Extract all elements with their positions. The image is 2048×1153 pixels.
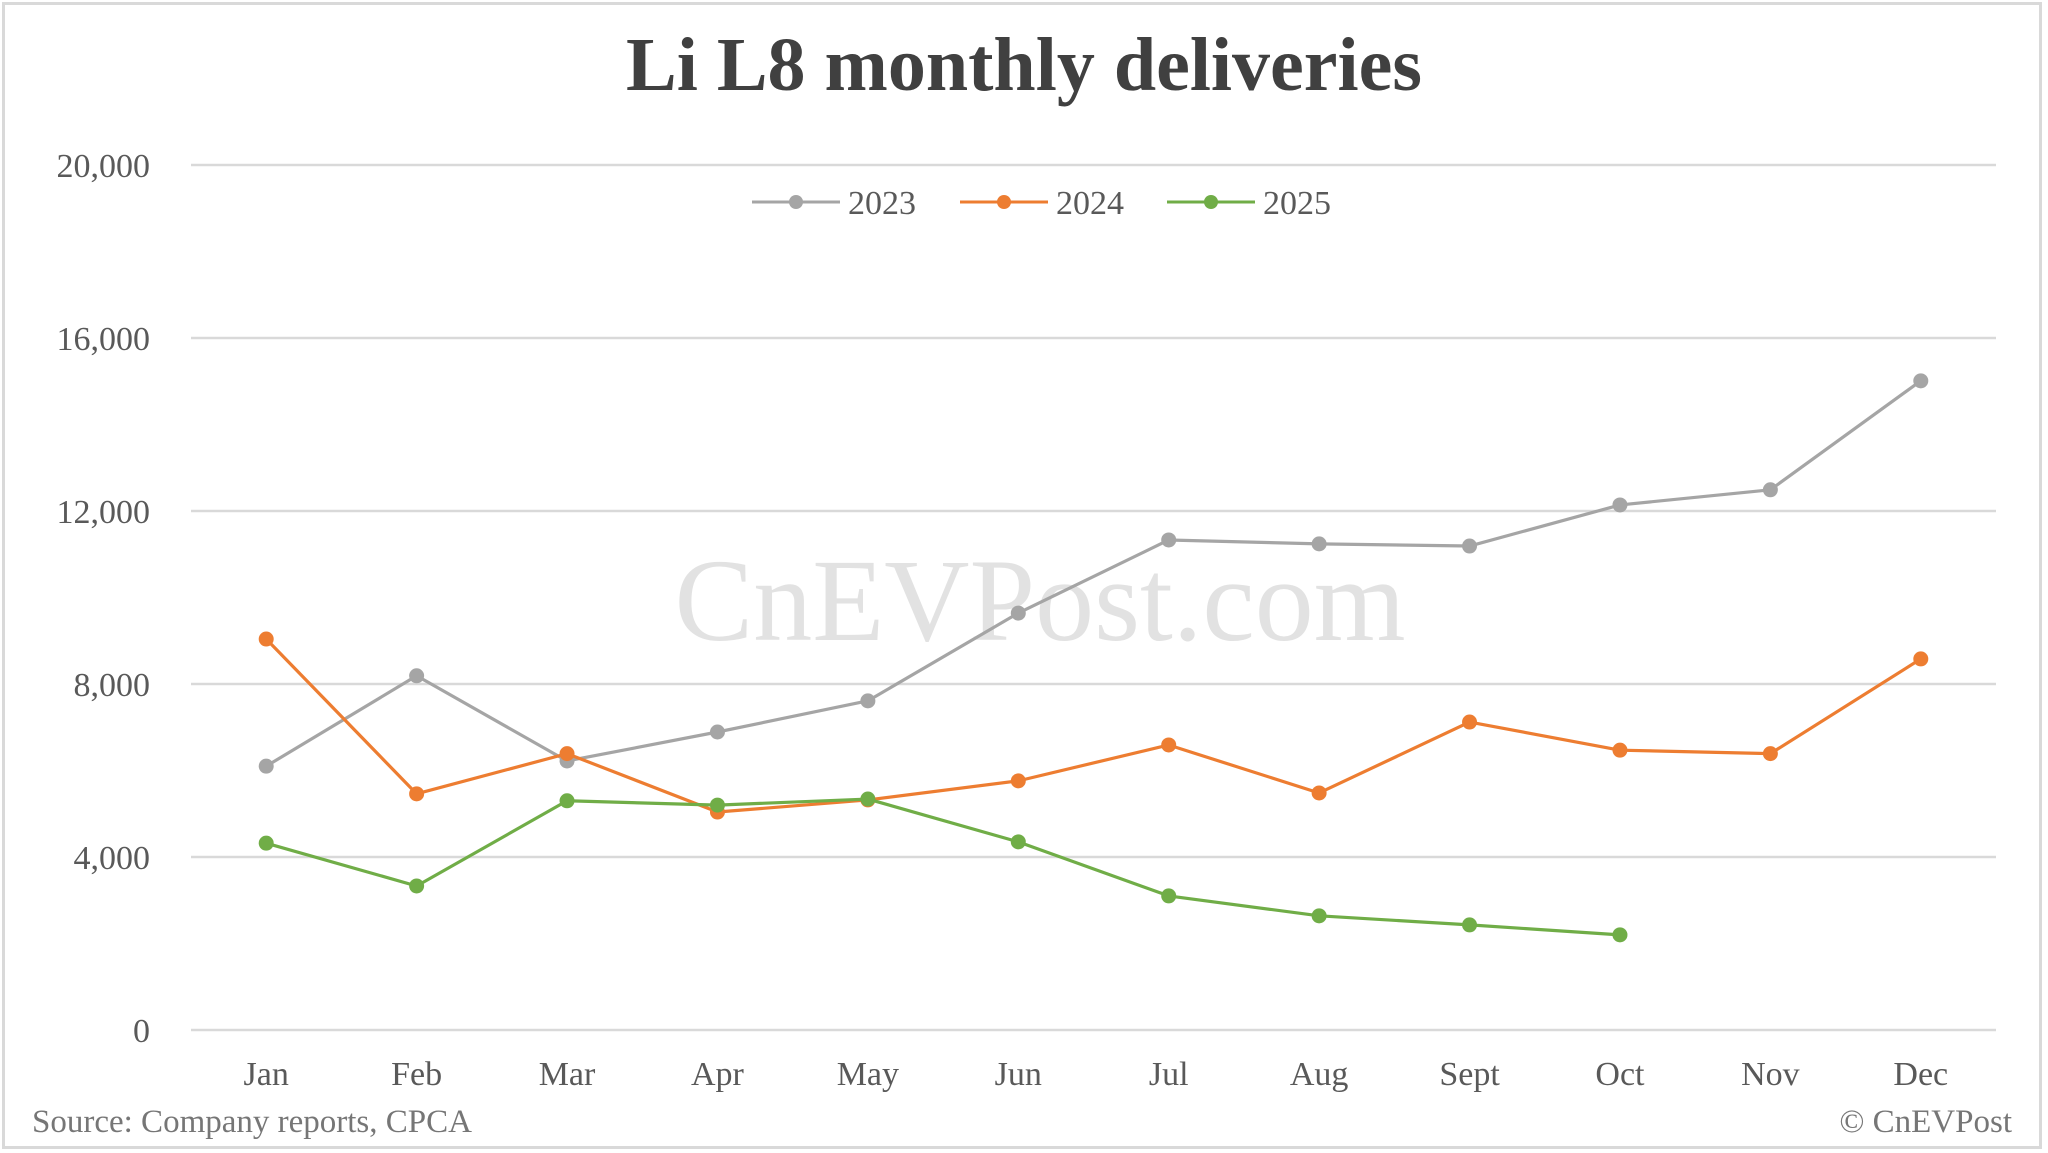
data-point [709, 797, 725, 813]
y-tick-label: 20,000 [57, 148, 151, 185]
data-point [559, 793, 575, 809]
legend-label: 2024 [1056, 185, 1124, 222]
legend-label: 2025 [1263, 185, 1331, 222]
data-point [409, 878, 425, 894]
data-point [1161, 532, 1177, 548]
legend-marker-icon [997, 195, 1011, 209]
y-tick-label: 8,000 [74, 667, 151, 704]
x-tick-label: Sept [1439, 1056, 1500, 1093]
data-point [1010, 773, 1026, 789]
x-tick-label: Jan [244, 1056, 289, 1093]
y-tick-label: 4,000 [74, 840, 151, 877]
data-point [1311, 536, 1327, 552]
data-point [409, 668, 425, 684]
data-point [860, 791, 876, 807]
watermark: CnEVPost.com [675, 535, 1406, 666]
y-axis-ticks: 0 4,000 8,000 12,000 16,000 20,000 [57, 148, 151, 1050]
data-point [1612, 742, 1628, 758]
data-point [1913, 373, 1929, 389]
data-point [258, 631, 274, 647]
data-point [1612, 927, 1628, 943]
data-point [1311, 908, 1327, 924]
data-point [1161, 888, 1177, 904]
series-2023 [258, 373, 1929, 774]
x-tick-label: Jul [1149, 1056, 1189, 1093]
data-point [1462, 714, 1478, 730]
data-point [1010, 605, 1026, 621]
x-tick-label: May [837, 1056, 899, 1093]
copyright-note: © CnEVPost [1839, 1104, 2012, 1140]
data-point [860, 693, 876, 709]
y-tick-label: 16,000 [57, 321, 151, 358]
x-tick-label: Feb [391, 1056, 442, 1093]
data-point [1612, 497, 1628, 513]
data-point [258, 835, 274, 851]
legend-item-2024: 2024 [960, 185, 1124, 222]
x-tick-label: Apr [691, 1056, 745, 1093]
x-tick-label: Nov [1741, 1056, 1800, 1093]
data-point [1010, 834, 1026, 850]
data-point [1762, 482, 1778, 498]
gridlines [191, 163, 1996, 1032]
series-2024 [258, 631, 1929, 820]
x-tick-label: Mar [539, 1056, 596, 1093]
legend-item-2023: 2023 [752, 185, 916, 222]
data-point [258, 758, 274, 774]
data-point [409, 786, 425, 802]
x-tick-label: Aug [1290, 1056, 1349, 1093]
data-point [1462, 538, 1478, 554]
series-lines [258, 373, 1929, 943]
data-point [1462, 917, 1478, 933]
x-tick-label: Oct [1595, 1056, 1645, 1093]
legend-label: 2023 [848, 185, 916, 222]
legend-item-2025: 2025 [1167, 185, 1331, 222]
y-tick-label: 0 [133, 1013, 150, 1050]
data-point [709, 724, 725, 740]
data-point [559, 746, 575, 762]
source-note: Source: Company reports, CPCA [32, 1104, 472, 1140]
x-tick-label: Dec [1893, 1056, 1948, 1093]
data-point [1913, 651, 1929, 667]
legend-marker-icon [789, 195, 803, 209]
legend: 2023 2024 2025 [752, 185, 1331, 222]
data-point [1161, 737, 1177, 753]
chart-title: Li L8 monthly deliveries [626, 23, 1422, 107]
y-tick-label: 12,000 [57, 494, 151, 531]
x-axis-ticks: Jan Feb Mar Apr May Jun Jul Aug Sept Oct Nov Dec [244, 1056, 1949, 1093]
data-point [1311, 785, 1327, 801]
legend-marker-icon [1204, 195, 1218, 209]
data-point [1762, 746, 1778, 762]
series-2025 [258, 791, 1628, 943]
x-tick-label: Jun [995, 1056, 1042, 1093]
